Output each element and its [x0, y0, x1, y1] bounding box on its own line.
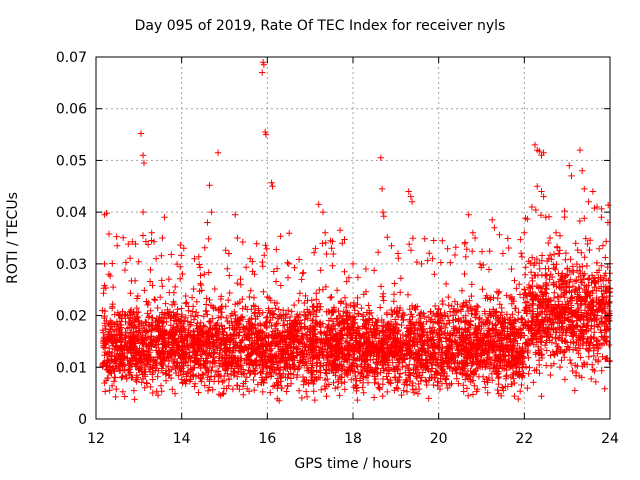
y-tick-label: 0.01: [56, 360, 87, 376]
axis-ticks: [95, 56, 611, 420]
x-tick-label: 24: [601, 431, 619, 447]
y-axis-label-text: ROTI / TECUs: [5, 192, 21, 284]
x-tick-label: 20: [430, 431, 448, 447]
data-points: [99, 59, 614, 404]
y-tick-label: 0.07: [56, 50, 87, 66]
y-tick-label: 0.05: [56, 153, 87, 169]
x-tick-label: 12: [87, 431, 105, 447]
tick-labels: 12 14 16 18 20 22 24 0 0.01 0.02 0.03 0.04 0.05 0.06 0…: [56, 50, 619, 447]
y-tick-label: 0.04: [56, 205, 87, 221]
y-tick-label: 0: [78, 412, 87, 428]
chart-title: Day 095 of 2019, Rate Of TEC Index for r…: [134, 18, 506, 34]
roti-points: [99, 59, 614, 404]
y-tick-label: 0.03: [56, 257, 87, 273]
y-tick-label: 0.02: [56, 309, 87, 325]
x-tick-label: 16: [258, 431, 276, 447]
x-tick-label: 22: [515, 431, 533, 447]
x-tick-label: 14: [173, 431, 191, 447]
y-tick-label: 0.06: [56, 102, 87, 118]
x-axis-label: GPS time / hours: [294, 456, 412, 472]
x-tick-label: 18: [344, 431, 362, 447]
